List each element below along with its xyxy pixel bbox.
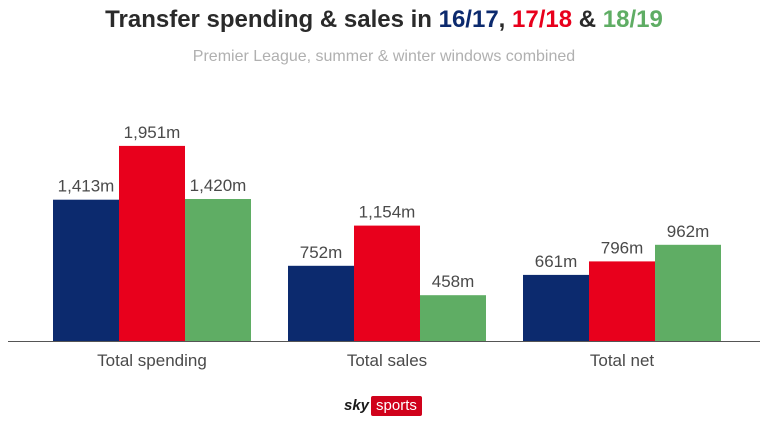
bar-total-spending-17-18 — [119, 145, 185, 341]
bar-total-spending-18-19 — [185, 199, 251, 341]
data-label: 661m — [535, 252, 578, 271]
title-prefix: Transfer spending & sales in — [105, 6, 439, 33]
bar-total-net-18-19 — [655, 244, 721, 341]
data-label: 962m — [667, 222, 710, 241]
bar-total-net-16-17 — [523, 274, 589, 341]
data-label: 1,951m — [124, 123, 181, 142]
title-separator-1: , — [498, 6, 513, 33]
category-label: Total spending — [97, 351, 207, 370]
data-label: 1,154m — [359, 203, 416, 222]
category-label: Total sales — [347, 351, 427, 370]
title-separator-2: & — [572, 6, 603, 33]
sky-sports-logo: sky sports — [340, 396, 422, 416]
title-season-2: 17/18 — [512, 6, 573, 33]
bar-total-sales-17-18 — [354, 225, 420, 341]
data-label: 458m — [432, 272, 475, 291]
data-label: 752m — [300, 243, 343, 262]
bar-total-spending-16-17 — [53, 199, 119, 341]
bar-total-sales-18-19 — [420, 295, 486, 341]
bar-total-sales-16-17 — [288, 265, 354, 341]
data-label: 1,420m — [190, 176, 247, 195]
category-label: Total net — [590, 351, 655, 370]
logo-sky-text: sky — [344, 397, 370, 414]
data-label: 796m — [601, 238, 644, 257]
bar-total-net-17-18 — [589, 261, 655, 341]
title-season-1: 16/17 — [438, 6, 499, 33]
title-season-3: 18/19 — [602, 6, 663, 33]
chart-title: Transfer spending & sales in 16/17, 17/1… — [0, 6, 768, 34]
data-label: 1,413m — [58, 177, 115, 196]
chart-subtitle: Premier League, summer & winter windows … — [192, 48, 576, 65]
logo-sports-text: sports — [371, 396, 422, 416]
